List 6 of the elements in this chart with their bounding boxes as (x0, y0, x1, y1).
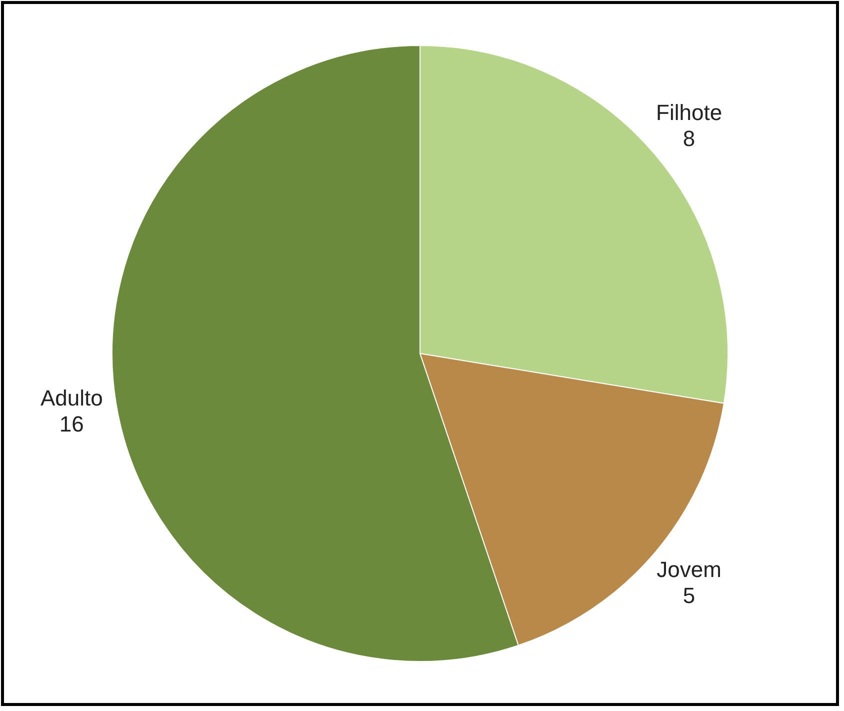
slice-label: Filhote (656, 100, 722, 125)
slice-label: Adulto (40, 386, 103, 411)
data-label: 5 (682, 583, 696, 608)
data-label: 16 (59, 412, 84, 437)
slice-label: Jovem (656, 557, 722, 582)
data-label: 8 (682, 126, 696, 151)
